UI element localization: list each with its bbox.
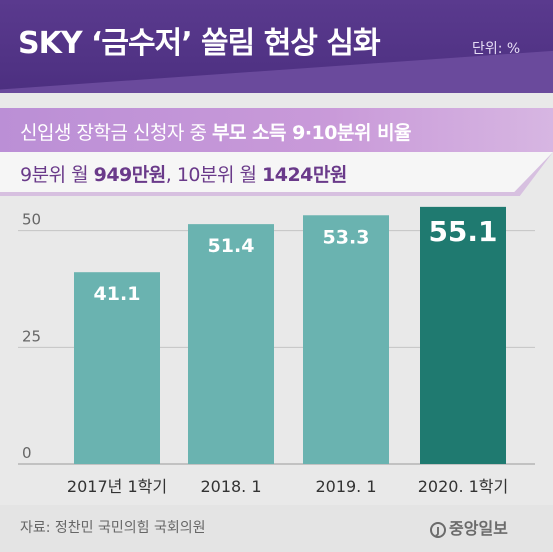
x-tick-label: 2018. 1 [200, 477, 261, 496]
source-note: 자료: 정찬민 국민의힘 국회의원 [20, 520, 206, 536]
bar-value-label: 41.1 [94, 283, 141, 305]
bar-value-label: 51.4 [208, 235, 255, 257]
subtitle-2-bold-2: 1424만원 [262, 164, 347, 186]
y-tick-label: 50 [22, 211, 41, 229]
bar [303, 215, 389, 464]
logo-text: 중앙일보 [449, 519, 508, 538]
subtitle-band-1 [0, 108, 553, 152]
x-tick-label: 2017년 1학기 [67, 477, 167, 496]
subtitle-band-2 [0, 152, 553, 192]
x-tick-label: 2019. 1 [315, 477, 376, 496]
bar [74, 272, 160, 464]
subtitle-1-prefix: 신입생 장학금 신청자 중 [20, 122, 212, 144]
bar-value-label: 53.3 [323, 226, 370, 248]
footer-band [0, 505, 553, 552]
subtitle-2-part-2: , 10분위 월 [165, 164, 263, 186]
subtitle-2-part-1: 9분위 월 [20, 164, 94, 186]
y-tick-label: 0 [22, 444, 32, 462]
subtitle-2-bold-1: 949만원 [93, 164, 167, 186]
bar [420, 206, 506, 464]
subtitle-line-2: 9분위 월 949만원, 10분위 월 1424만원 [20, 160, 347, 187]
x-tick-label: 2020. 1학기 [418, 477, 509, 496]
subtitle-line-1: 신입생 장학금 신청자 중 부모 소득 9·10분위 비율 [20, 118, 412, 145]
bar [188, 224, 274, 464]
header-banner: SKY ‘금수저’ 쏠림 현상 심화 단위: % [0, 0, 553, 93]
chart-title: SKY ‘금수저’ 쏠림 현상 심화 [18, 26, 381, 61]
publisher-logo: J 중앙일보 [430, 515, 508, 539]
unit-label: 단위: % [472, 41, 521, 57]
logo-mark-icon: J [430, 521, 446, 538]
subtitle-1-bold: 부모 소득 9·10분위 비율 [211, 122, 412, 144]
bar-value-label: 55.1 [428, 215, 497, 248]
y-tick-label: 25 [22, 327, 41, 345]
bar-chart: 0 25 50 41.1 2017년 1학기 51.4 2018. 1 53.3 2019. 1… [18, 206, 535, 496]
